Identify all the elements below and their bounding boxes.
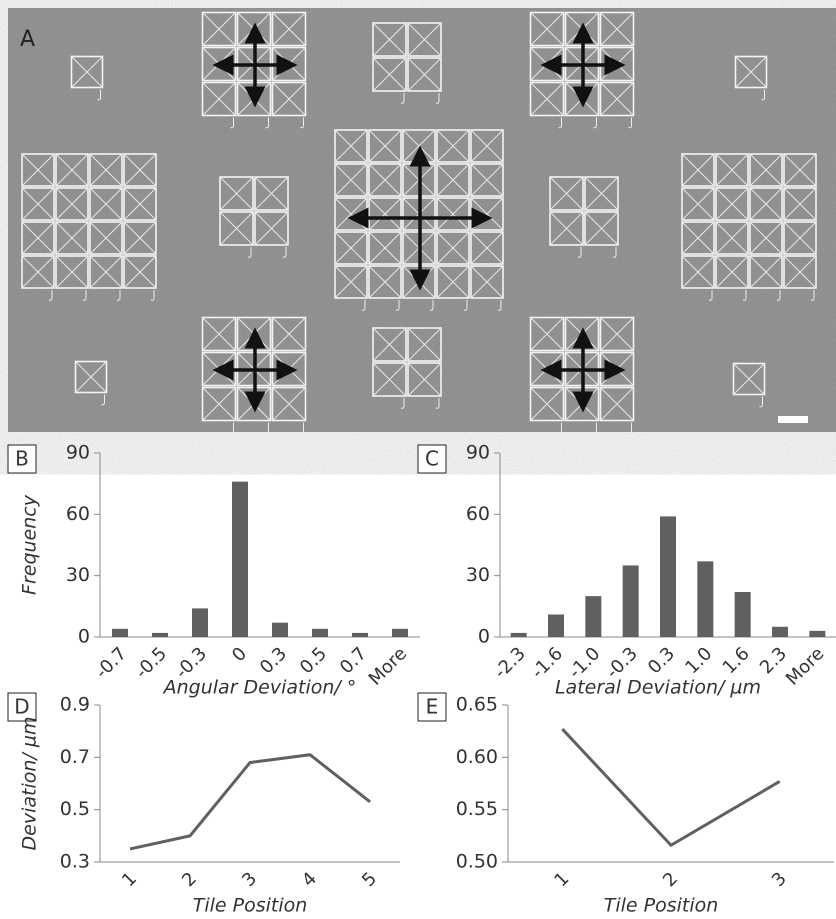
bar xyxy=(152,633,168,637)
bar xyxy=(112,629,128,637)
y-tick-label: 0 xyxy=(78,626,90,648)
x-axis-title: Tile Position xyxy=(193,895,308,917)
x-tick-label: -0.7 xyxy=(91,643,131,683)
x-tick-label: More xyxy=(782,643,828,689)
x-tick-label: 0.3 xyxy=(644,643,679,678)
y-tick-label: 0.3 xyxy=(60,851,90,873)
bar xyxy=(511,633,527,637)
y-tick-label: 0.60 xyxy=(456,746,498,768)
sem-image: A xyxy=(8,8,836,433)
panel-label: D xyxy=(14,695,29,719)
bar xyxy=(623,565,639,637)
y-tick-label: 30 xyxy=(466,564,490,586)
bar xyxy=(548,615,564,637)
x-tick-label: 1.0 xyxy=(681,643,716,678)
bar xyxy=(192,608,208,637)
x-tick-label: 1.6 xyxy=(719,643,754,678)
x-tick-label: 0 xyxy=(228,643,251,666)
x-tick-label: -2.3 xyxy=(490,643,530,683)
line xyxy=(562,729,779,845)
bar xyxy=(809,631,825,637)
bar xyxy=(392,629,408,637)
x-axis-title: Tile Position xyxy=(604,895,719,917)
x-tick-label: 0.5 xyxy=(296,643,331,678)
y-tick-label: 60 xyxy=(66,503,90,525)
y-tick-label: 0.5 xyxy=(60,798,90,820)
x-tick-label: 4 xyxy=(298,868,321,891)
x-axis-title: Angular Deviation/ ° xyxy=(162,677,357,699)
y-tick-label: 0.65 xyxy=(456,694,498,716)
x-tick-label: 1 xyxy=(118,868,141,891)
bar xyxy=(585,596,601,637)
bar xyxy=(735,592,751,637)
x-tick-label: 1 xyxy=(550,868,573,891)
bar xyxy=(312,629,328,637)
x-tick-label: 5 xyxy=(358,868,381,891)
y-tick-label: 90 xyxy=(466,442,490,464)
x-axis-title: Lateral Deviation/ µm xyxy=(555,677,761,699)
y-tick-label: 60 xyxy=(466,503,490,525)
y-tick-label: 90 xyxy=(66,442,90,464)
page: A B0306090-0.7-0.5-0.300.30.50.7MoreAngu… xyxy=(0,0,836,919)
panel-label: A xyxy=(20,27,35,52)
y-axis-title: Frequency xyxy=(19,494,41,595)
bar xyxy=(772,627,788,637)
x-tick-label: More xyxy=(365,643,411,689)
y-axis-title: Deviation/ µm xyxy=(19,717,41,851)
y-tick-label: 0.50 xyxy=(456,851,498,873)
bar xyxy=(660,516,676,637)
x-tick-label: 3 xyxy=(238,868,261,891)
panel-label: E xyxy=(426,695,439,719)
x-tick-label: 2 xyxy=(178,868,201,891)
figure: A B0306090-0.7-0.5-0.300.30.50.7MoreAngu… xyxy=(0,0,836,919)
bar xyxy=(697,561,713,637)
panel-label: C xyxy=(425,447,439,471)
bar xyxy=(272,623,288,637)
y-tick-label: 0.7 xyxy=(60,746,90,768)
x-tick-label: 0.3 xyxy=(256,643,291,678)
x-tick-label: 2 xyxy=(659,868,682,891)
y-tick-label: 30 xyxy=(66,564,90,586)
bar xyxy=(352,633,368,637)
y-tick-label: 0.55 xyxy=(456,798,498,820)
panel-label: B xyxy=(15,447,29,471)
x-tick-label: 3 xyxy=(768,868,791,891)
y-tick-label: 0.9 xyxy=(60,694,90,716)
scale-bar xyxy=(778,416,808,423)
bar xyxy=(232,482,248,637)
line xyxy=(130,755,370,849)
y-tick-label: 0 xyxy=(478,626,490,648)
